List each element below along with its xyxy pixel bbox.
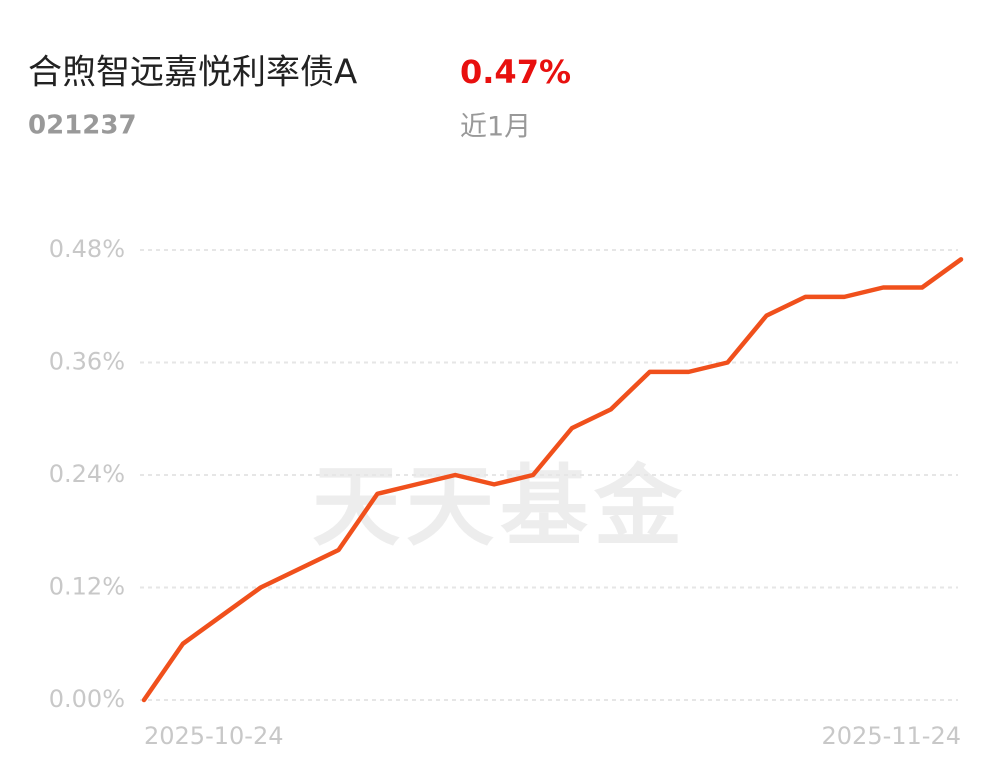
- x-tick-label: 2025-10-24: [144, 722, 283, 750]
- fund-name: 合煦智远嘉悦利率债A: [28, 53, 357, 93]
- period: 近1月: [460, 112, 531, 143]
- y-tick-label: 0.00%: [49, 685, 125, 713]
- y-tick-label: 0.24%: [49, 460, 125, 488]
- y-tick-label: 0.48%: [49, 235, 125, 263]
- y-tick-label: 0.12%: [49, 573, 125, 601]
- fund-code: 021237: [28, 111, 137, 141]
- line: [141, 257, 964, 703]
- x-tick-label: 2025-11-24: [822, 722, 961, 750]
- fund-return: 0.47%: [460, 53, 571, 91]
- watermark: 天天基金: [312, 455, 688, 558]
- y-tick-label: 0.36%: [49, 348, 125, 376]
